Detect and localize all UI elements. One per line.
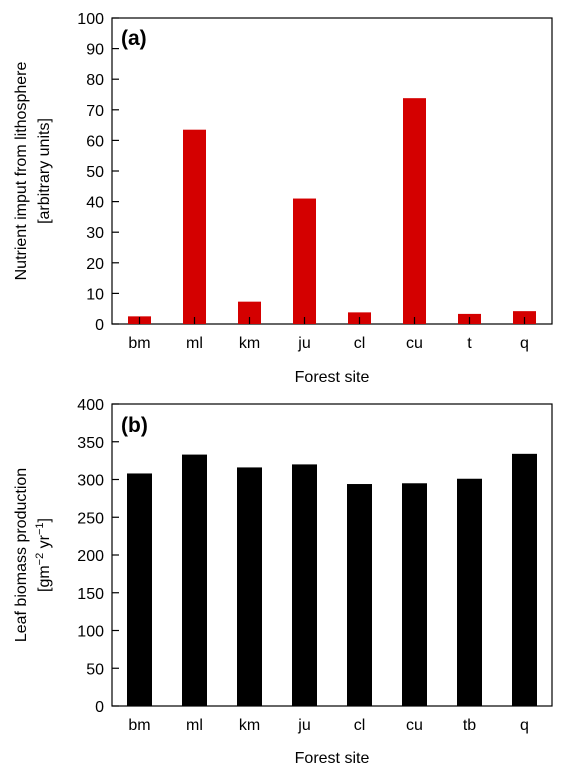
- x-tick-label: cl: [354, 335, 366, 352]
- chart-a: 0 10 20 30 40 50 60 70 80 90 100 bm ml km ju cl cu t q (a…: [13, 11, 553, 386]
- chart-b-x-axis-title: Forest site: [295, 750, 370, 767]
- chart-b: 0 50 100 150 200 250 300 350 400 bm ml km ju cl cu tb q…: [13, 397, 553, 767]
- chart-a-y-ticks: 0 10 20 30 40 50 60 70 80 90 100: [77, 11, 119, 334]
- chart-a-bars: [128, 98, 536, 324]
- y-tick-label: 100: [77, 11, 104, 28]
- x-tick-label: km: [239, 335, 260, 352]
- y-tick-label: 400: [77, 397, 104, 414]
- bar-ml: [183, 129, 206, 324]
- chart-b-y-ticks: 0 50 100 150 200 250 300 350 400: [77, 397, 119, 716]
- chart-b-plot-frame: [111, 403, 553, 707]
- bar-ml: [182, 454, 207, 706]
- chart-b-panel-label: (b): [121, 414, 148, 437]
- bar-q: [512, 453, 537, 706]
- x-tick-label: q: [520, 717, 529, 734]
- chart-a-y-axis-title-line2: [arbitrary units]: [36, 118, 53, 224]
- y-unit-mid: yr: [36, 534, 53, 552]
- y-tick-label: 100: [77, 624, 104, 641]
- chart-b-bars: [127, 453, 537, 706]
- x-tick-label: ml: [186, 717, 203, 734]
- chart-a-y-axis-title-line1: Nutrient imput from lithosphere: [13, 62, 30, 281]
- x-tick-label: ml: [186, 335, 203, 352]
- x-tick-label: ju: [297, 335, 310, 352]
- x-tick-label: cu: [406, 335, 423, 352]
- chart-b-y-axis-title-line2: [gm−2 yr−1]: [34, 518, 53, 592]
- y-tick-label: 0: [95, 317, 104, 334]
- y-tick-label: 60: [86, 133, 104, 150]
- x-tick-label: cl: [354, 717, 366, 734]
- y-unit-base: [gm: [36, 565, 53, 592]
- y-tick-label: 70: [86, 103, 104, 120]
- y-tick-label: 40: [86, 195, 104, 212]
- chart-a-plot-frame: [111, 17, 553, 325]
- chart-a-x-axis-title: Forest site: [295, 369, 370, 386]
- y-tick-label: 90: [86, 42, 104, 59]
- bar-ju: [293, 198, 316, 324]
- bar-bm: [127, 473, 152, 706]
- chart-a-x-ticks: bm ml km ju cl cu t q: [128, 317, 529, 352]
- chart-a-panel-label: (a): [121, 27, 147, 50]
- bar-cl: [347, 484, 372, 706]
- chart-b-y-axis-title-line1: Leaf biomass production: [13, 468, 30, 642]
- y-tick-label: 20: [86, 256, 104, 273]
- y-tick-label: 10: [86, 286, 104, 303]
- bar-km: [238, 301, 261, 324]
- y-tick-label: 50: [86, 164, 104, 181]
- y-tick-label: 300: [77, 473, 104, 490]
- bar-ju: [292, 464, 317, 706]
- bar-km: [237, 467, 262, 706]
- y-unit-end: ]: [36, 518, 53, 522]
- y-tick-label: 250: [77, 510, 104, 527]
- x-tick-label: km: [239, 717, 260, 734]
- x-tick-label: ju: [297, 717, 310, 734]
- x-tick-label: tb: [463, 717, 476, 734]
- y-tick-label: 350: [77, 435, 104, 452]
- chart-b-x-ticks: bm ml km ju cl cu tb q: [128, 699, 529, 734]
- x-tick-label: t: [467, 335, 472, 352]
- bar-cu: [402, 483, 427, 706]
- x-tick-label: cu: [406, 717, 423, 734]
- x-tick-label: q: [520, 335, 529, 352]
- y-tick-label: 80: [86, 72, 104, 89]
- x-tick-label: bm: [128, 335, 150, 352]
- y-unit-exp1: −2: [34, 553, 46, 566]
- y-tick-label: 150: [77, 586, 104, 603]
- y-tick-label: 0: [95, 699, 104, 716]
- bar-tb: [457, 478, 482, 706]
- bar-cu: [403, 98, 426, 324]
- y-tick-label: 50: [86, 661, 104, 678]
- y-tick-label: 200: [77, 548, 104, 565]
- x-tick-label: bm: [128, 717, 150, 734]
- y-tick-label: 30: [86, 225, 104, 242]
- y-unit-exp2: −1: [34, 522, 46, 535]
